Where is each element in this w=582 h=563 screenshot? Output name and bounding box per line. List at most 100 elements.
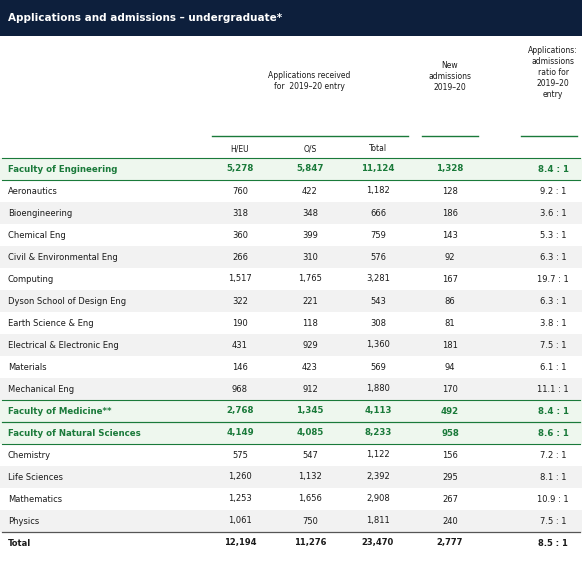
Text: 4,085: 4,085 — [296, 428, 324, 437]
Text: 1,880: 1,880 — [366, 385, 390, 394]
Text: 7.5 : 1: 7.5 : 1 — [540, 516, 566, 525]
Text: 1,122: 1,122 — [366, 450, 390, 459]
Text: 4,113: 4,113 — [364, 406, 392, 415]
Text: 929: 929 — [302, 341, 318, 350]
Text: 308: 308 — [370, 319, 386, 328]
Text: Computing: Computing — [8, 275, 54, 284]
Text: Applications:
admissions
ratio for
2019–20
entry: Applications: admissions ratio for 2019–… — [528, 46, 578, 100]
Text: 221: 221 — [302, 297, 318, 306]
Text: 8,233: 8,233 — [364, 428, 392, 437]
Text: Faculty of Natural Sciences: Faculty of Natural Sciences — [8, 428, 141, 437]
Text: 146: 146 — [232, 363, 248, 372]
Text: Materials: Materials — [8, 363, 47, 372]
Text: Electrical & Electronic Eng: Electrical & Electronic Eng — [8, 341, 119, 350]
Text: Mechanical Eng: Mechanical Eng — [8, 385, 74, 394]
Text: 128: 128 — [442, 186, 458, 195]
Bar — [0, 180, 582, 202]
Text: 912: 912 — [302, 385, 318, 394]
Text: 1,345: 1,345 — [296, 406, 324, 415]
Text: 86: 86 — [445, 297, 455, 306]
Text: Civil & Environmental Eng: Civil & Environmental Eng — [8, 252, 118, 261]
Text: 186: 186 — [442, 208, 458, 217]
Bar — [0, 290, 582, 312]
Text: 2,908: 2,908 — [366, 494, 390, 503]
Text: 3,281: 3,281 — [366, 275, 390, 284]
Text: Applications and admissions – undergraduate*: Applications and admissions – undergradu… — [8, 13, 282, 23]
Text: 8.4 : 1: 8.4 : 1 — [538, 406, 569, 415]
Text: 167: 167 — [442, 275, 458, 284]
Text: Total: Total — [8, 538, 31, 547]
Text: 399: 399 — [302, 230, 318, 239]
Bar — [0, 510, 582, 532]
Bar — [0, 488, 582, 510]
Text: 2,768: 2,768 — [226, 406, 254, 415]
Bar — [0, 268, 582, 290]
Text: 958: 958 — [441, 428, 459, 437]
Text: 1,182: 1,182 — [366, 186, 390, 195]
Text: 8.5 : 1: 8.5 : 1 — [538, 538, 568, 547]
Text: Chemical Eng: Chemical Eng — [8, 230, 66, 239]
Text: Aeronautics: Aeronautics — [8, 186, 58, 195]
Text: 5,847: 5,847 — [296, 164, 324, 173]
Text: Physics: Physics — [8, 516, 39, 525]
Text: 6.3 : 1: 6.3 : 1 — [540, 297, 566, 306]
Text: 1,765: 1,765 — [298, 275, 322, 284]
Text: 143: 143 — [442, 230, 458, 239]
Text: 1,811: 1,811 — [366, 516, 390, 525]
Bar — [0, 444, 582, 466]
Text: Chemistry: Chemistry — [8, 450, 51, 459]
Text: 750: 750 — [302, 516, 318, 525]
Text: 2,392: 2,392 — [366, 472, 390, 481]
Bar — [0, 378, 582, 400]
Text: 360: 360 — [232, 230, 248, 239]
Bar — [0, 224, 582, 246]
Text: 1,132: 1,132 — [298, 472, 322, 481]
Text: 170: 170 — [442, 385, 458, 394]
Text: Dyson School of Design Eng: Dyson School of Design Eng — [8, 297, 126, 306]
Bar — [0, 246, 582, 268]
Text: 1,360: 1,360 — [366, 341, 390, 350]
Text: 295: 295 — [442, 472, 458, 481]
Text: 4,149: 4,149 — [226, 428, 254, 437]
Text: Faculty of Engineering: Faculty of Engineering — [8, 164, 118, 173]
Text: 322: 322 — [232, 297, 248, 306]
Text: 3.8 : 1: 3.8 : 1 — [540, 319, 566, 328]
Bar — [0, 0, 582, 36]
Text: 1,656: 1,656 — [298, 494, 322, 503]
Text: 94: 94 — [445, 363, 455, 372]
Text: 118: 118 — [302, 319, 318, 328]
Text: 492: 492 — [441, 406, 459, 415]
Text: Mathematics: Mathematics — [8, 494, 62, 503]
Text: Total: Total — [369, 144, 387, 153]
Text: 5,278: 5,278 — [226, 164, 254, 173]
Bar — [0, 312, 582, 334]
Text: 1,061: 1,061 — [228, 516, 252, 525]
Text: 8.4 : 1: 8.4 : 1 — [538, 164, 569, 173]
Bar — [0, 422, 582, 444]
Text: Bioengineering: Bioengineering — [8, 208, 72, 217]
Text: 759: 759 — [370, 230, 386, 239]
Text: 968: 968 — [232, 385, 248, 394]
Text: 1,517: 1,517 — [228, 275, 252, 284]
Text: 8.6 : 1: 8.6 : 1 — [538, 428, 569, 437]
Text: 267: 267 — [442, 494, 458, 503]
Text: 190: 190 — [232, 319, 248, 328]
Text: 11.1 : 1: 11.1 : 1 — [537, 385, 569, 394]
Text: 569: 569 — [370, 363, 386, 372]
Text: 1,260: 1,260 — [228, 472, 252, 481]
Text: 1,328: 1,328 — [436, 164, 464, 173]
Text: 760: 760 — [232, 186, 248, 195]
Text: 3.6 : 1: 3.6 : 1 — [540, 208, 566, 217]
Text: 10.9 : 1: 10.9 : 1 — [537, 494, 569, 503]
Text: 9.2 : 1: 9.2 : 1 — [540, 186, 566, 195]
Text: 575: 575 — [232, 450, 248, 459]
Text: 2,777: 2,777 — [437, 538, 463, 547]
Bar — [0, 334, 582, 356]
Text: O/S: O/S — [303, 144, 317, 153]
Text: Faculty of Medicine**: Faculty of Medicine** — [8, 406, 112, 415]
Text: 423: 423 — [302, 363, 318, 372]
Text: 666: 666 — [370, 208, 386, 217]
Text: New
admissions
2019–20: New admissions 2019–20 — [428, 61, 471, 92]
Text: 23,470: 23,470 — [362, 538, 394, 547]
Text: 310: 310 — [302, 252, 318, 261]
